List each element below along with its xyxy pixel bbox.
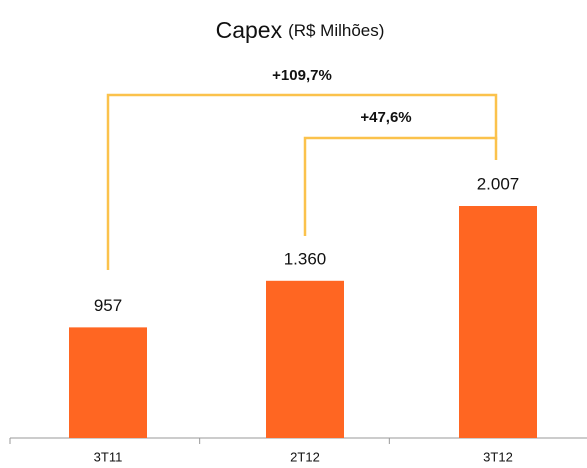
chart-title-group: Capex (R$ Milhões) [216,17,385,43]
data-label: 1.360 [284,249,327,268]
chart-subtitle: (R$ Milhões) [288,21,384,40]
bar [459,206,537,438]
data-label: 957 [94,296,122,315]
data-label: 2.007 [477,174,520,193]
annotation: +47,6% [360,109,411,126]
annotation: +109,7% [272,67,332,84]
bar [69,327,147,438]
bar [266,280,344,438]
x-tick-label: 3T11 [94,449,123,464]
bracket [106,93,498,270]
chart-title: Capex [216,17,283,43]
x-tick-label: 2T12 [290,449,320,464]
x-tick-label: 3T12 [483,449,513,464]
bracket [303,136,498,236]
